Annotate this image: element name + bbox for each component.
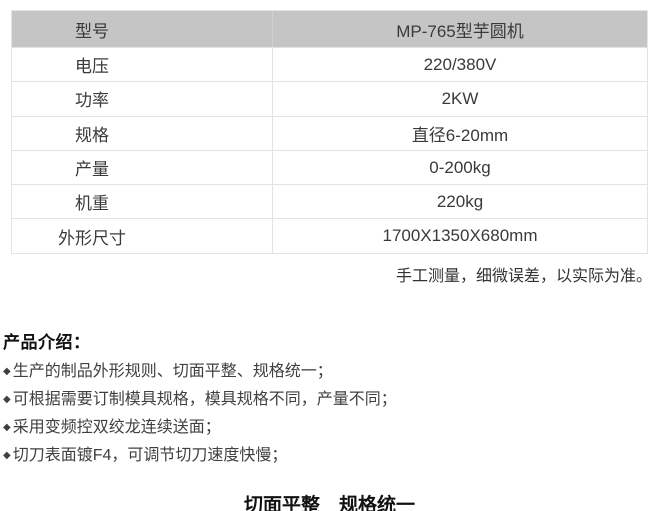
bullet-text: 生产的制品外形规则、切面平整、规格统一； <box>12 362 333 380</box>
list-item: ◆ 采用变频控双绞龙连续送面； <box>3 415 659 443</box>
spec-value-voltage: 220/380V <box>423 54 497 74</box>
spec-value-spec: 直径6-20mm <box>411 125 509 145</box>
table-row: 功率 2KW <box>12 81 647 116</box>
spec-label-spec: 规格 <box>12 116 273 150</box>
product-intro-section: 产品介绍： ◆ 生产的制品外形规则、切面平整、规格统一； ◆ 可根据需要订制模具规格… <box>3 332 659 471</box>
spec-value-dimensions: 1700X1350X680mm <box>382 226 538 246</box>
diamond-bullet-icon: ◆ <box>3 393 11 405</box>
spec-label-weight: 机重 <box>12 185 273 219</box>
diamond-bullet-icon: ◆ <box>3 421 11 433</box>
slogan-heading: 切面平整 规格统一 <box>243 494 415 511</box>
product-intro-heading: 产品介绍： <box>3 332 91 352</box>
table-row: 产量 0-200kg <box>12 149 647 185</box>
table-row: 机重 220kg <box>12 184 647 219</box>
table-row: 外形尺寸 1700X1350X680mm <box>12 218 647 253</box>
list-item: ◆ 可根据需要订制模具规格，模具规格不同，产量不同； <box>3 387 659 415</box>
spec-value-output: 0-200kg <box>429 157 491 177</box>
measurement-disclaimer: 手工测量，细微误差，以实际为准。 <box>395 267 652 285</box>
list-item: ◆ 切刀表面镀F4，可调节切刀速度快慢； <box>3 443 659 471</box>
table-row: 电压 220/380V <box>12 47 647 82</box>
spec-value-power: 2KW <box>441 88 479 108</box>
bullet-text: 切刀表面镀F4，可调节切刀速度快慢； <box>12 446 288 464</box>
product-intro-list: ◆ 生产的制品外形规则、切面平整、规格统一； ◆ 可根据需要订制模具规格，模具规格不… <box>3 359 659 471</box>
diamond-bullet-icon: ◆ <box>3 449 11 461</box>
spec-label-output: 产量 <box>12 150 273 185</box>
bullet-text: 采用变频控双绞龙连续送面； <box>12 418 221 436</box>
spec-label-model: 型号 <box>12 11 273 47</box>
list-item: ◆ 生产的制品外形规则、切面平整、规格统一； <box>3 359 659 387</box>
spec-label-voltage: 电压 <box>12 48 273 82</box>
table-header-row: 型号 MP-765型芋圆机 <box>12 11 647 47</box>
spec-label-dimensions: 外形尺寸 <box>12 219 273 253</box>
spec-value-weight: 220kg <box>436 191 484 211</box>
spec-table: 型号 MP-765型芋圆机 电压 220/380V 功率 2KW 规格 直径6-… <box>11 10 648 254</box>
spec-value-model: MP-765型芋圆机 <box>396 21 524 41</box>
diamond-bullet-icon: ◆ <box>3 365 11 377</box>
table-row: 规格 直径6-20mm <box>12 115 647 150</box>
spec-label-power: 功率 <box>12 82 273 116</box>
bullet-text: 可根据需要订制模具规格，模具规格不同，产量不同； <box>12 390 397 408</box>
